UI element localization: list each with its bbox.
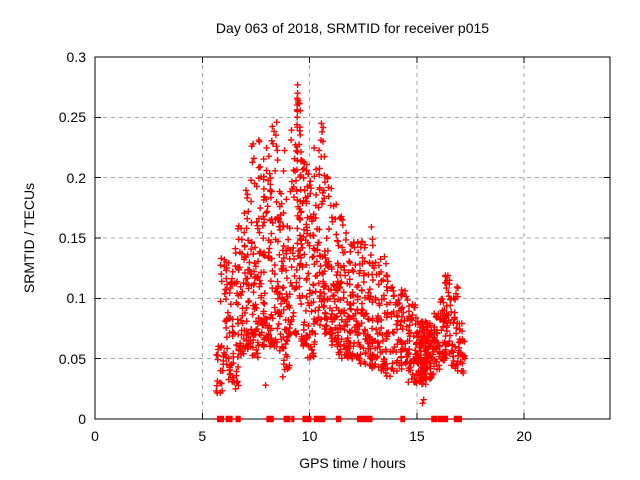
- y-tick-label: 0: [78, 411, 86, 427]
- x-tick-label: 0: [91, 428, 99, 444]
- x-tick-label: 10: [301, 428, 318, 444]
- chart-title: Day 063 of 2018, SRMTID for receiver p01…: [215, 20, 490, 36]
- plot-border: [94, 56, 611, 420]
- y-tick-label: 0.2: [66, 169, 86, 186]
- y-tick-label: 0.3: [66, 49, 86, 65]
- gridlines: [95, 57, 610, 419]
- y-tick-label: 0.15: [58, 230, 86, 246]
- y-tick-label: 0.25: [58, 109, 86, 126]
- x-tick-label: 5: [198, 428, 207, 444]
- y-tick-label: 0.1: [66, 290, 86, 307]
- scatter-points: [213, 81, 469, 423]
- y-tick-label: 0.05: [58, 350, 86, 367]
- x-tick-label: 15: [409, 428, 425, 444]
- x-axis-label: GPS time / hours: [299, 455, 406, 471]
- x-tick-label: 20: [516, 428, 532, 444]
